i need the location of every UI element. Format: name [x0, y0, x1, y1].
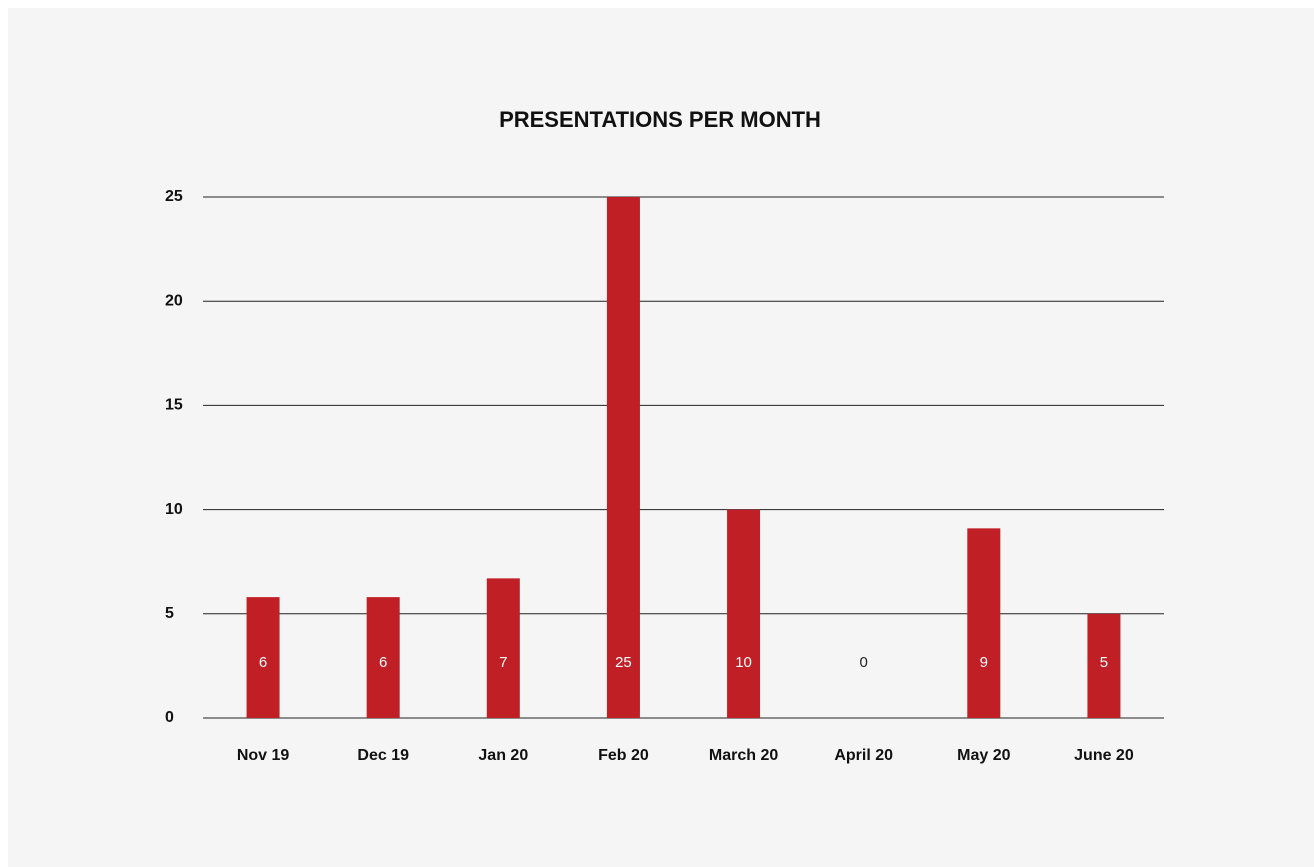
bar — [606, 197, 640, 718]
y-tick-label: 15 — [165, 397, 183, 414]
bar — [246, 597, 280, 718]
chart-title: PRESENTATIONS PER MONTH — [499, 107, 821, 132]
y-tick-label: 10 — [165, 501, 183, 518]
data-label: 7 — [499, 654, 507, 671]
y-tick-label: 5 — [165, 605, 174, 622]
x-tick-label: Nov 19 — [237, 747, 290, 764]
bar — [1087, 613, 1121, 718]
bar — [967, 528, 1001, 718]
data-label: 9 — [980, 654, 988, 671]
y-tick-label: 0 — [165, 709, 174, 726]
data-label: 0 — [860, 654, 868, 671]
y-tick-label: 20 — [165, 292, 183, 309]
bar — [727, 509, 761, 718]
data-label: 25 — [615, 654, 632, 671]
bar — [366, 597, 400, 718]
y-tick-label: 25 — [165, 188, 183, 205]
bar — [486, 578, 520, 718]
x-tick-label: April 20 — [834, 747, 893, 764]
x-tick-label: June 20 — [1074, 747, 1134, 764]
x-tick-label: Dec 19 — [357, 747, 409, 764]
x-tick-label: May 20 — [957, 747, 1010, 764]
data-label: 6 — [379, 654, 387, 671]
x-tick-label: Jan 20 — [478, 747, 528, 764]
data-label: 5 — [1100, 654, 1108, 671]
x-tick-label: March 20 — [709, 747, 778, 764]
data-label: 10 — [735, 654, 752, 671]
x-tick-label: Feb 20 — [598, 747, 649, 764]
data-label: 6 — [259, 654, 267, 671]
chart-background — [8, 8, 1314, 867]
